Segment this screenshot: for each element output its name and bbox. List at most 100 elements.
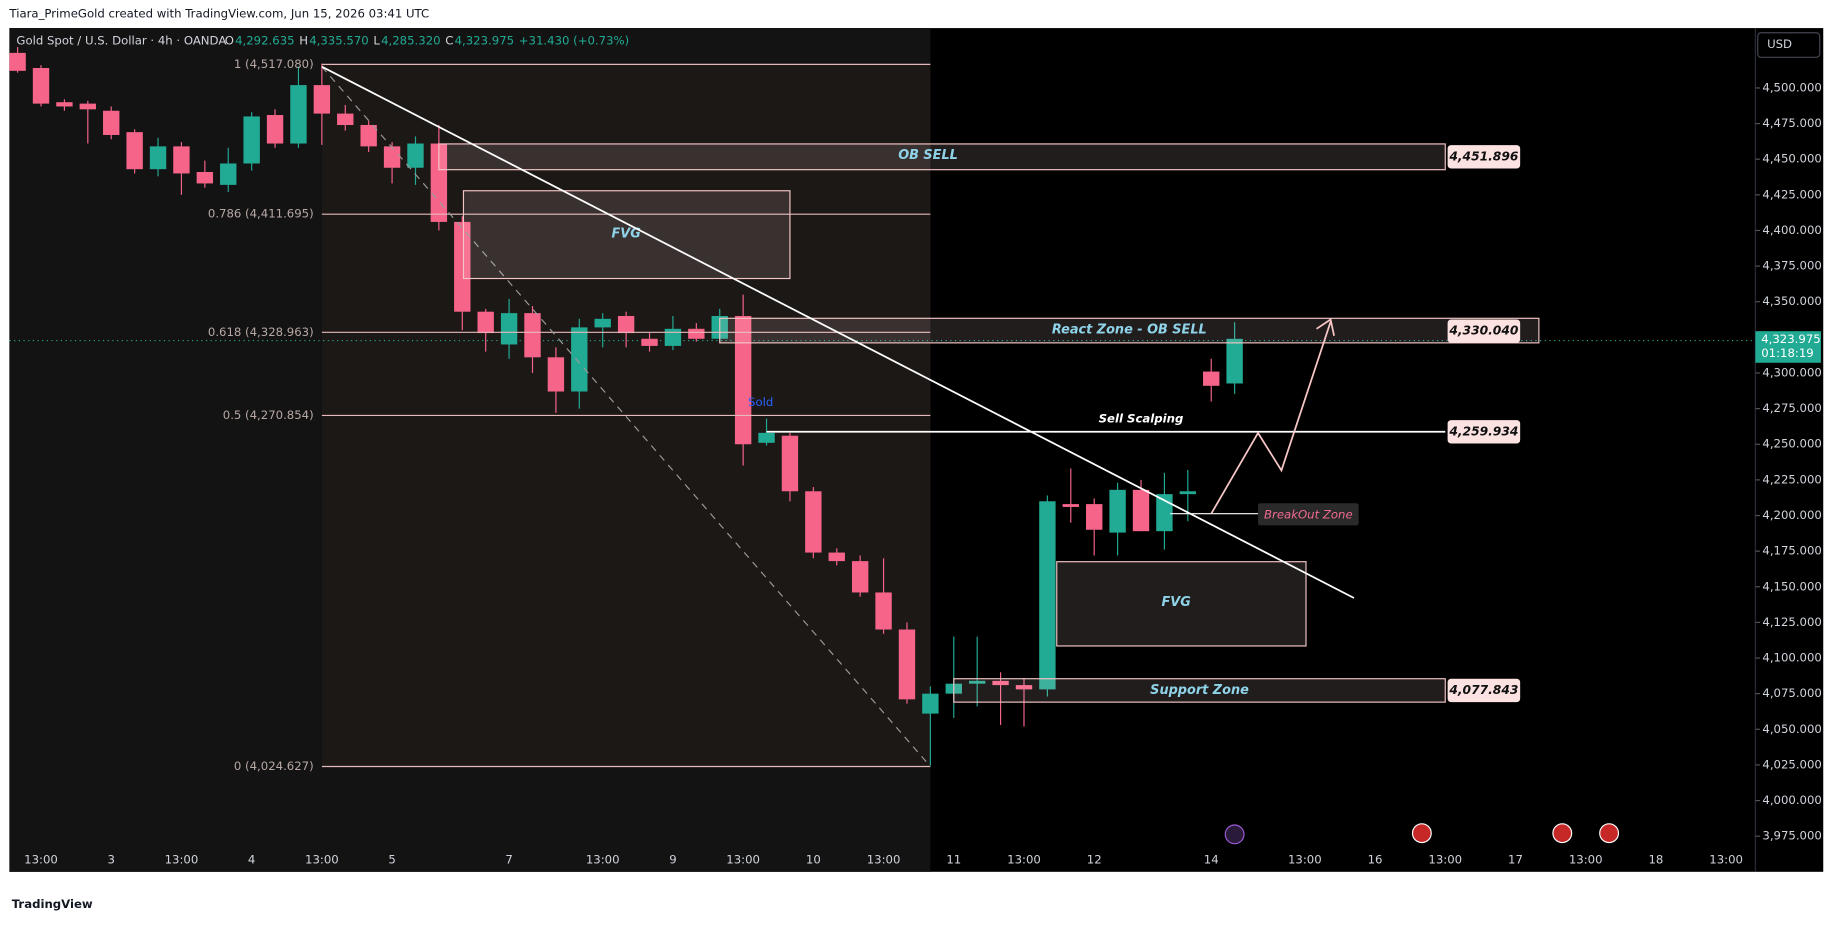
zone-label: FVG (1161, 595, 1190, 610)
x-tick-label: 9 (669, 853, 676, 867)
y-tick-label: 4,475.000 (1762, 116, 1821, 130)
x-tick-label: 11 (946, 853, 961, 867)
price-tag-box (1447, 420, 1521, 444)
fib-diagonal (321, 66, 931, 767)
y-tick-label: 4,400.000 (1762, 223, 1821, 237)
react-zone (719, 317, 1540, 344)
logo: TradingView (12, 897, 93, 911)
candle-body (1179, 491, 1197, 495)
currency[interactable]: USD (1767, 37, 1792, 51)
zone-label: Support Zone (1150, 683, 1249, 698)
candle-body (851, 561, 869, 593)
y-tick-label: 4,175.000 (1762, 544, 1821, 558)
candle-body (1109, 489, 1126, 533)
current-price-box (1755, 331, 1821, 363)
candle-body (1015, 685, 1033, 690)
candle-body (781, 435, 799, 492)
candle-body (196, 172, 214, 184)
zone-label: Sell Scalping (1099, 411, 1184, 425)
x-tick-label: 18 (1648, 853, 1663, 867)
y-tick-label: 4,425.000 (1762, 187, 1821, 201)
candle-body (805, 491, 822, 553)
ohlc-legend: O 4,292.635 H 4,335.570 L 4,285.320 C 4,323.975… (225, 33, 629, 47)
candle-body (220, 163, 237, 185)
event-icons (1224, 823, 1620, 845)
credit: Tiara_PrimeGold created with TradingView… (8, 7, 429, 21)
currency-button[interactable] (1757, 32, 1821, 58)
current-price: 4,323.975 (1761, 332, 1820, 346)
x-tick-label: 13:00 (1428, 853, 1462, 867)
x-tick-label: 7 (505, 853, 512, 867)
x-tick-label: 13:00 (867, 853, 901, 867)
ob-sell-zone (438, 143, 1446, 171)
candle-body (103, 110, 120, 135)
candle-body (594, 318, 611, 328)
candle-body (313, 85, 331, 114)
x-tick-label: 4 (248, 853, 255, 867)
candle-body (571, 327, 588, 392)
x-tick-label: 17 (1508, 853, 1523, 867)
y-tick-label: 4,075.000 (1762, 686, 1821, 700)
x-tick-label: 3 (108, 853, 115, 867)
price-tag: 4,330.040 (1448, 324, 1519, 338)
support-zone (953, 678, 1446, 703)
ohlc-value: 4,335.570 (309, 33, 368, 47)
x-tick-label: 16 (1368, 853, 1383, 867)
candle-body (968, 680, 986, 684)
zone-label: React Zone - OB SELL (1052, 323, 1207, 338)
candle-body (243, 116, 260, 164)
y-tick-label: 4,225.000 (1762, 472, 1821, 486)
fvg-zone (462, 190, 791, 280)
projection-arrowhead (1316, 318, 1335, 337)
y-tick-label: 4,150.000 (1762, 579, 1821, 593)
fib-label: 1 (4,517.080) (234, 57, 314, 71)
candle-body (758, 432, 775, 443)
price-tag-box (1447, 678, 1521, 703)
event-icon (1411, 823, 1432, 844)
y-tick-label: 4,000.000 (1762, 793, 1821, 807)
y-tick-label: 4,250.000 (1762, 437, 1821, 451)
ohlc-key: O (225, 33, 234, 47)
y-tick-label: 4,375.000 (1762, 259, 1821, 273)
candle-body (360, 124, 377, 147)
ohlc-key: C (445, 33, 453, 47)
y-tick-label: 4,450.000 (1762, 152, 1821, 166)
y-tick-label: 3,975.000 (1762, 829, 1821, 843)
sold-label: Sold (748, 395, 773, 409)
y-tick-label: 4,025.000 (1762, 757, 1821, 771)
y-tick-label: 4,300.000 (1762, 365, 1821, 379)
candle-body (500, 313, 518, 345)
candle-body (524, 313, 541, 358)
candle-body (1226, 338, 1243, 384)
candle-body (1086, 504, 1103, 530)
x-tick-label: 10 (806, 853, 821, 867)
candle-body (898, 629, 916, 700)
candle-body (9, 52, 26, 71)
candle-body (407, 143, 424, 168)
x-tick-label: 13:00 (1007, 853, 1041, 867)
fib-label: 0.618 (4,328.963) (208, 325, 314, 339)
candle-body (430, 143, 448, 222)
zone-label: BreakOut Zone (1264, 507, 1353, 521)
candle-body (1132, 489, 1150, 532)
candle-body (477, 311, 494, 334)
fib-label: 0.786 (4,411.695) (208, 207, 314, 221)
price-tag-box (1447, 145, 1521, 169)
price-tag: 4,259.934 (1448, 424, 1518, 438)
candle-body (454, 221, 471, 312)
y-tick-label: 4,275.000 (1762, 401, 1821, 415)
x-tick-label: 5 (388, 853, 395, 867)
candle-body (875, 592, 892, 630)
fib-label: 0.5 (4,270.854) (223, 408, 314, 422)
time-axis: 13:00 3 13:00 4 13:00 5 7 13:00 9 13:00 10 13:00 11 1… (24, 853, 1743, 867)
x-tick-label: 13:00 (305, 853, 339, 867)
event-icon (1552, 823, 1573, 844)
fvg-zone (1056, 561, 1307, 647)
x-tick-label: 13:00 (1288, 853, 1322, 867)
y-tick-label: 4,050.000 (1762, 722, 1821, 736)
event-icon (1599, 823, 1620, 844)
x-tick-label: 13:00 (1569, 853, 1603, 867)
candle-body (266, 115, 284, 144)
candle-body (617, 315, 635, 334)
